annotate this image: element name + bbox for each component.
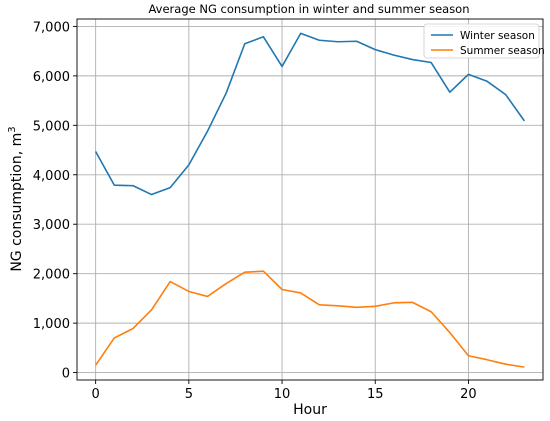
legend: Winter season Summer season xyxy=(423,23,545,59)
summer-season-legend-label: Summer season xyxy=(460,45,545,57)
y-axis-label: NG consumption, m3 xyxy=(7,126,25,271)
y-tick-label: 0 xyxy=(62,367,70,382)
axis-ticks: 0 5 10 15 20 0 1,000 2,000 3,000 4,000 5,000 6,000 7… xyxy=(33,20,477,402)
y-tick-label: 7,000 xyxy=(33,20,70,35)
x-axis-label: Hour xyxy=(293,402,327,418)
series-lines xyxy=(94,32,526,368)
y-axis-label-text: NG consumption, m xyxy=(9,133,25,272)
y-tick-label: 4,000 xyxy=(33,169,70,184)
x-tick-label: 15 xyxy=(367,387,384,402)
x-tick-label: 0 xyxy=(91,387,99,402)
y-tick-label: 6,000 xyxy=(33,70,70,85)
plot-frame xyxy=(76,18,544,381)
y-tick-label: 1,000 xyxy=(33,317,70,332)
x-tick-label: 20 xyxy=(460,387,477,402)
y-tick-label: 5,000 xyxy=(33,119,70,134)
grid xyxy=(77,19,543,380)
y-tick-label: 3,000 xyxy=(33,218,70,233)
x-tick-label: 5 xyxy=(185,387,193,402)
summer-season-line xyxy=(94,270,525,368)
winter-season-legend-label: Winter season xyxy=(460,30,535,42)
winter-season-line xyxy=(94,32,526,196)
y-axis-label-superscript: 3 xyxy=(7,126,18,132)
chart-title: Average NG consumption in winter and sum… xyxy=(148,2,469,16)
y-tick-label: 2,000 xyxy=(33,268,70,283)
x-tick-label: 10 xyxy=(274,387,291,402)
